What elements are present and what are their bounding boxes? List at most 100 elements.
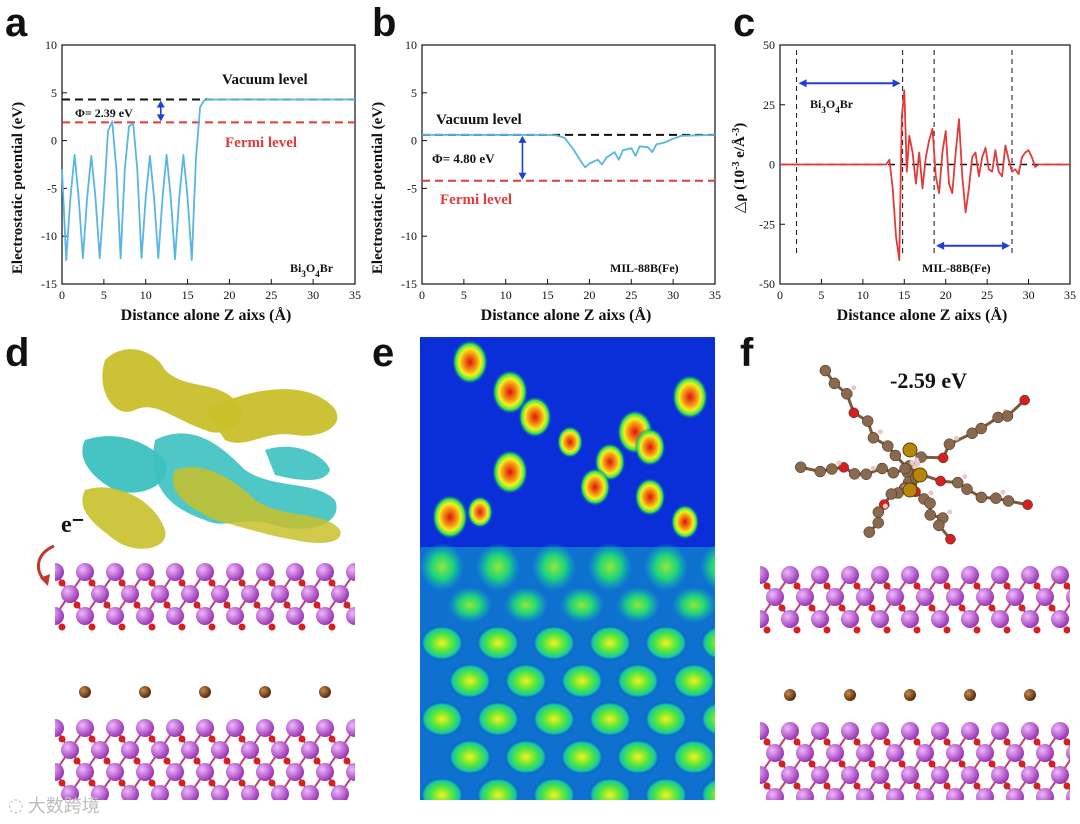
o-atom — [793, 582, 801, 590]
chart-b-electrostatic-potential-mil88b: 0 5 10 15 20 25 30 35 -15 -10 -5 0 5 10 Electrostatic… — [370, 38, 721, 324]
o-atom — [178, 735, 186, 743]
bi-atom — [331, 741, 349, 759]
c-atom — [1002, 495, 1015, 507]
chart-b-xlabel: Distance alone Z aixs (Å) — [481, 306, 652, 324]
bi-atom — [181, 785, 199, 800]
c-atom — [860, 468, 872, 481]
bi-atom — [841, 766, 859, 784]
series-line-potential — [61, 98, 355, 261]
density-blob-lattice — [420, 701, 464, 737]
o-atom — [945, 533, 956, 545]
density-blob-lattice — [672, 739, 715, 775]
bi-atom — [316, 607, 334, 625]
bi-atom — [316, 763, 334, 781]
bi-atom — [1051, 766, 1069, 784]
o-atom — [1063, 738, 1070, 746]
o-atom — [298, 579, 306, 587]
bi-atom — [760, 722, 769, 740]
bi-atom — [301, 741, 319, 759]
density-blob-lattice — [532, 625, 576, 661]
o-atom — [58, 623, 66, 631]
h-atom — [870, 465, 876, 471]
density-blob-hot — [451, 339, 489, 385]
bi-atom — [91, 585, 109, 603]
series-line-potential — [422, 134, 716, 169]
watermark: ◌ 大数跨境 — [8, 792, 100, 818]
o-atom — [328, 735, 336, 743]
chat-bubble-icon: ◌ — [8, 794, 24, 816]
density-blob-lattice — [700, 701, 715, 737]
y-tick-label: 10 — [405, 38, 417, 52]
c-atom — [841, 388, 853, 400]
c-atom — [872, 517, 885, 529]
density-blob-lattice — [504, 739, 548, 775]
bi-atom — [226, 763, 244, 781]
bi-atom — [916, 744, 934, 762]
panel-label-b: b — [372, 1, 397, 45]
o-atom — [58, 779, 66, 787]
o-atom — [238, 779, 246, 787]
o-atom — [763, 626, 771, 634]
o-atom — [103, 601, 111, 609]
bi-atom — [196, 719, 214, 737]
x-tick-label: 0 — [777, 288, 783, 302]
c-atom — [966, 427, 978, 440]
density-blob-lattice — [644, 777, 688, 800]
panel-e-heatmap — [420, 339, 715, 800]
fe-atom — [902, 442, 918, 458]
region1-arrow-head-left — [798, 79, 807, 88]
bi-atom — [1021, 566, 1039, 584]
chart-a-xlabel: Distance alone Z aixs (Å) — [121, 306, 292, 324]
bi-atom — [991, 566, 1009, 584]
chart-b-vacuum-label: Vacuum level — [436, 112, 522, 128]
o-atom — [283, 601, 291, 609]
x-tick-label: 15 — [898, 288, 910, 302]
bi-atom — [811, 722, 829, 740]
br-atom — [904, 689, 916, 701]
o-atom — [853, 738, 861, 746]
o-atom — [973, 782, 981, 790]
c-atom — [961, 483, 973, 495]
bi-atom — [196, 763, 214, 781]
x-tick-label: 30 — [1023, 288, 1035, 302]
o-atom — [88, 779, 96, 787]
h-atom — [882, 503, 888, 509]
bi-atom — [1006, 588, 1024, 606]
bi-atom — [286, 719, 304, 737]
o-atom — [868, 760, 876, 768]
o-atom — [88, 735, 96, 743]
panel-label-c: c — [733, 1, 756, 45]
bi-atom — [91, 785, 109, 800]
o-atom — [328, 623, 336, 631]
o-atom — [853, 582, 861, 590]
c-atom — [876, 462, 888, 475]
panel-d-charge-isosurface: -2.07 e⁻ — [55, 330, 355, 800]
o-atom — [868, 604, 876, 612]
bi-atom — [931, 610, 949, 628]
bi-atom — [286, 763, 304, 781]
chart-c-charge-density-difference: 0 5 10 15 20 25 30 35 -50 -25 0 25 50 △ρ (10-3 e/Å-3… — [731, 38, 1077, 324]
o-atom — [958, 604, 966, 612]
density-blob-lattice — [616, 587, 660, 623]
bi-atom — [76, 763, 94, 781]
o-atom — [118, 779, 126, 787]
density-blob-hot — [491, 369, 529, 415]
bi-atom — [61, 585, 79, 603]
bi-atom — [946, 744, 964, 762]
bi-atom — [181, 585, 199, 603]
o-atom — [973, 738, 981, 746]
o-atom — [268, 579, 276, 587]
density-blob-lattice — [532, 543, 576, 591]
density-blob-hot — [467, 496, 493, 528]
bi-atom — [841, 610, 859, 628]
bi-atom — [211, 785, 229, 800]
watermark-text: 大数跨境 — [27, 796, 100, 817]
bi-atom — [76, 607, 94, 625]
o-atom — [883, 738, 891, 746]
density-blob-hot — [557, 426, 583, 458]
bi-atom — [151, 785, 169, 800]
y-tick-label: -10 — [401, 229, 417, 243]
y-tick-label: 0 — [411, 134, 417, 148]
bi-atom — [1036, 588, 1054, 606]
br-atom — [199, 686, 211, 698]
